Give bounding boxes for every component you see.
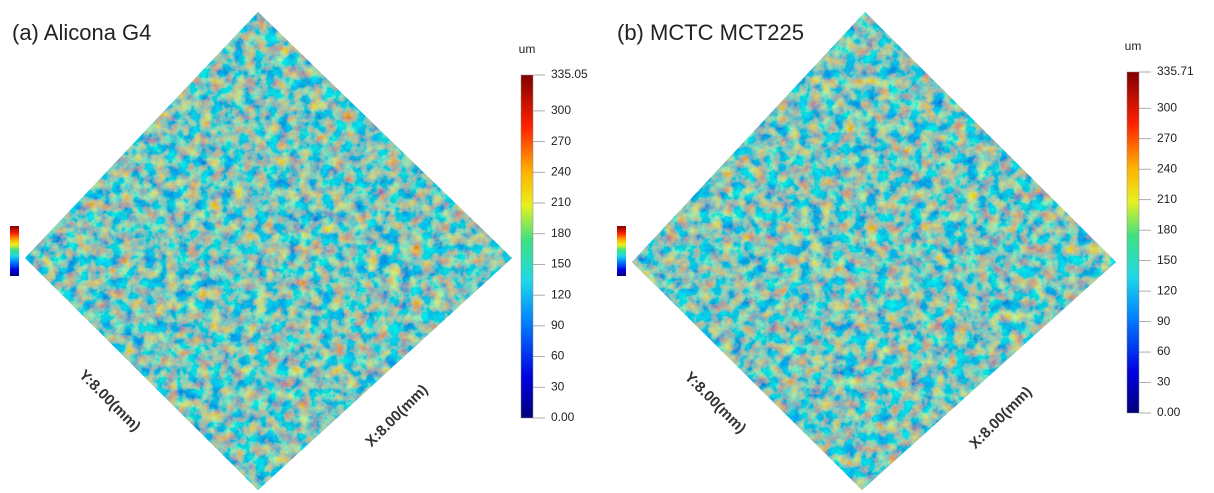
mini-legend (617, 226, 626, 276)
colorbar (521, 75, 533, 418)
colorbar-tick-label: 210 (551, 195, 571, 209)
colorbar-tick-label: 335.05 (551, 67, 588, 81)
colorbar-unit: um (1125, 39, 1142, 53)
colorbar-tick-label: 90 (551, 318, 565, 332)
figure: (a) Alicona G4 Y:8.00(mm) X:8.00(mm) um 0.00… (0, 0, 1214, 493)
colorbar-unit: um (519, 42, 536, 56)
colorbar-tick-label: 30 (551, 379, 565, 393)
colorbar-tick-label: 270 (1157, 131, 1177, 145)
colorbar-tick-label: 150 (1157, 253, 1177, 267)
colorbar-tick-label: 335.71 (1157, 64, 1194, 78)
colorbar-tick-label: 300 (1157, 100, 1177, 114)
colorbar-tick-label: 300 (551, 103, 571, 117)
colorbar (1127, 72, 1139, 413)
colorbar-tick-label: 240 (1157, 161, 1177, 175)
colorbar-tick-label: 90 (1157, 314, 1171, 328)
colorbar-tick-label: 180 (551, 226, 571, 240)
x-axis-label: X:8.00(mm) (966, 383, 1035, 452)
colorbar-tick-label: 210 (1157, 192, 1177, 206)
colorbar-tick-label: 240 (551, 164, 571, 178)
y-axis-label: Y:8.00(mm) (681, 369, 749, 437)
surface-texture (25, 12, 512, 490)
colorbar-tick-label: 30 (1157, 375, 1171, 389)
panel: (a) Alicona G4 Y:8.00(mm) X:8.00(mm) um 0.00… (10, 12, 588, 490)
colorbar-tick-label: 60 (551, 349, 565, 363)
colorbar-tick-label: 120 (551, 287, 571, 301)
colorbar-tick-label: 60 (1157, 344, 1171, 358)
surface-texture (632, 12, 1116, 490)
mini-legend (10, 226, 19, 276)
colorbar-tick-label: 270 (551, 134, 571, 148)
colorbar-tick-label: 150 (551, 257, 571, 271)
colorbar-tick-label: 0.00 (1157, 405, 1181, 419)
panel-title: (b) MCTC MCT225 (617, 20, 804, 45)
panel-title: (a) Alicona G4 (12, 20, 151, 45)
colorbar-tick-label: 0.00 (551, 410, 575, 424)
y-axis-label: Y:8.00(mm) (75, 367, 143, 435)
colorbar-tick-label: 180 (1157, 222, 1177, 236)
panel: (b) MCTC MCT225 Y:8.00(mm) X:8.00(mm) um 0.0… (617, 12, 1194, 490)
colorbar-tick-label: 120 (1157, 283, 1177, 297)
x-axis-label: X:8.00(mm) (362, 381, 431, 450)
